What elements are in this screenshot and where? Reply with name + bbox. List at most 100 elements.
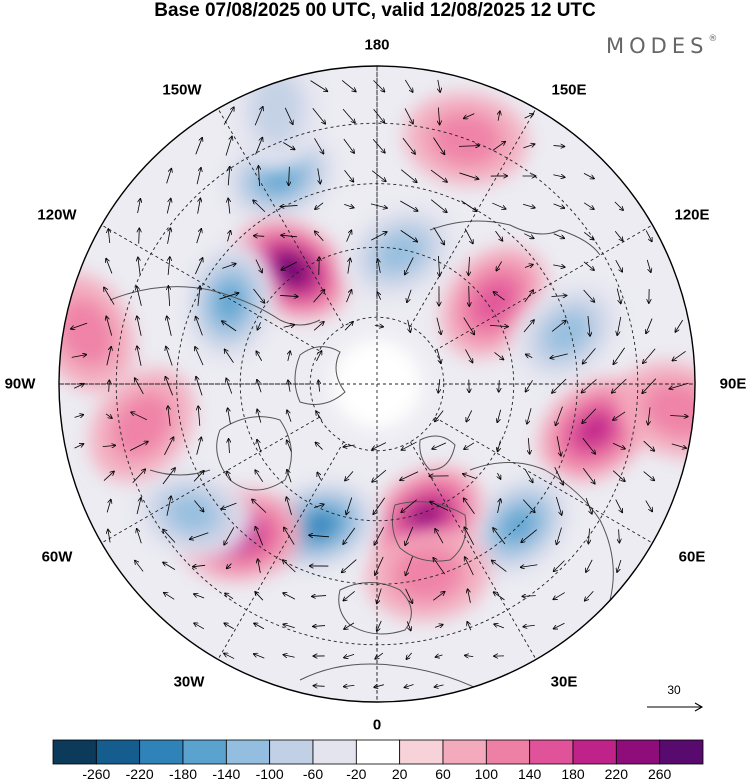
wind-vector (195, 258, 202, 275)
wind-vector (286, 497, 292, 516)
wind-vector (135, 561, 144, 572)
brand-logo: MODES® (606, 34, 717, 58)
wind-vector (588, 316, 590, 336)
wind-vector (166, 496, 171, 516)
wind-vector (377, 588, 382, 604)
anomaly-blob (404, 92, 529, 186)
wind-vector (135, 378, 144, 395)
anomaly-blob (341, 202, 460, 303)
colorbar-tick-label: 180 (561, 766, 585, 782)
colorbar-tick-label: 260 (647, 766, 672, 782)
wind-vector (459, 172, 478, 179)
wind-vector (494, 624, 505, 629)
brand-text: MODES (606, 34, 709, 58)
colorbar-tick-label: -140 (212, 766, 241, 782)
wind-vector (585, 590, 594, 601)
wind-vector (341, 80, 356, 91)
wind-vector (255, 138, 263, 155)
lon-label-30w: 30W (173, 673, 205, 691)
wind-vector (318, 380, 319, 392)
wind-vector (194, 623, 205, 630)
wind-vector (343, 445, 355, 447)
wind-vector (551, 321, 566, 332)
colorbar-swatch (442, 739, 487, 765)
wind-vector (137, 529, 142, 544)
wind-vector (344, 203, 354, 207)
wind-vector (222, 321, 237, 332)
anomaly-blob (130, 466, 254, 561)
wind-vector (370, 203, 387, 208)
wind-vector (524, 233, 533, 239)
wind-vector (283, 655, 295, 658)
wind-vector (227, 471, 232, 481)
wind-vector (139, 228, 140, 244)
wind-vector (253, 288, 265, 303)
wind-vector (289, 166, 290, 185)
wind-vector (167, 228, 171, 244)
wind-vector (524, 290, 533, 303)
wind-vector (348, 258, 350, 274)
colorbar-tick-label: 140 (517, 766, 542, 782)
wind-vector (492, 142, 505, 151)
wind-vector (344, 169, 353, 182)
wind-vector (467, 622, 472, 631)
wind-vector (129, 441, 148, 451)
colorbar-swatch (572, 739, 617, 765)
colorbar-tick-label: -220 (125, 766, 154, 782)
wind-vector (346, 290, 351, 303)
colorbar-swatch (659, 739, 704, 765)
wind-vector (343, 591, 355, 600)
wind-vector (196, 437, 202, 455)
wind-vector (527, 408, 532, 424)
wind-vector (195, 347, 204, 366)
wind-vector (645, 230, 652, 242)
wind-vector (408, 319, 411, 332)
wind-vector (464, 113, 475, 119)
wind-vector (373, 80, 385, 91)
wind-vector (435, 625, 443, 628)
lon-label-60e: 60E (678, 548, 706, 566)
wind-vector (74, 444, 84, 449)
wind-vector (288, 351, 290, 361)
wind-vector (106, 316, 113, 336)
wind-vector (400, 230, 418, 241)
wind-vector (342, 108, 355, 123)
wind-vector (583, 232, 594, 239)
wind-vector (494, 592, 505, 601)
wind-vector (432, 442, 447, 449)
wind-vector (373, 109, 385, 122)
wind-vector (138, 257, 140, 275)
wind-vector (436, 317, 441, 335)
wind-vector (523, 320, 534, 333)
lon-label-90w: 90W (4, 375, 36, 393)
wind-vector (400, 169, 417, 183)
wind-vector (71, 322, 88, 329)
wind-vector (554, 467, 564, 485)
wind-vector (553, 203, 565, 208)
wind-vector (313, 290, 325, 303)
page-title: Base 07/08/2025 00 UTC, valid 12/08/2025… (154, 0, 596, 21)
wind-vector (521, 565, 538, 568)
colorbar-swatch (355, 739, 401, 765)
wind-vector (225, 136, 232, 156)
wind-vector (224, 653, 235, 659)
wind-vector (619, 529, 620, 542)
wind-vector (582, 379, 597, 392)
wind-vector (166, 199, 170, 214)
wind-vector (256, 351, 263, 361)
vector-scale-arrow (647, 702, 704, 712)
wind-vector (401, 499, 417, 513)
wind-vector (613, 411, 626, 420)
wind-vector (198, 286, 200, 306)
wind-vector (401, 441, 417, 450)
wind-vector (435, 529, 444, 544)
wind-vector (643, 440, 655, 451)
wind-vector (284, 527, 295, 545)
wind-vector (497, 499, 501, 514)
colorbar-tick-label: 100 (474, 766, 499, 782)
wind-vector (312, 596, 327, 597)
wind-vector (612, 378, 627, 393)
wind-vector (343, 527, 356, 544)
wind-vector (316, 351, 321, 362)
wind-vector (228, 231, 231, 242)
